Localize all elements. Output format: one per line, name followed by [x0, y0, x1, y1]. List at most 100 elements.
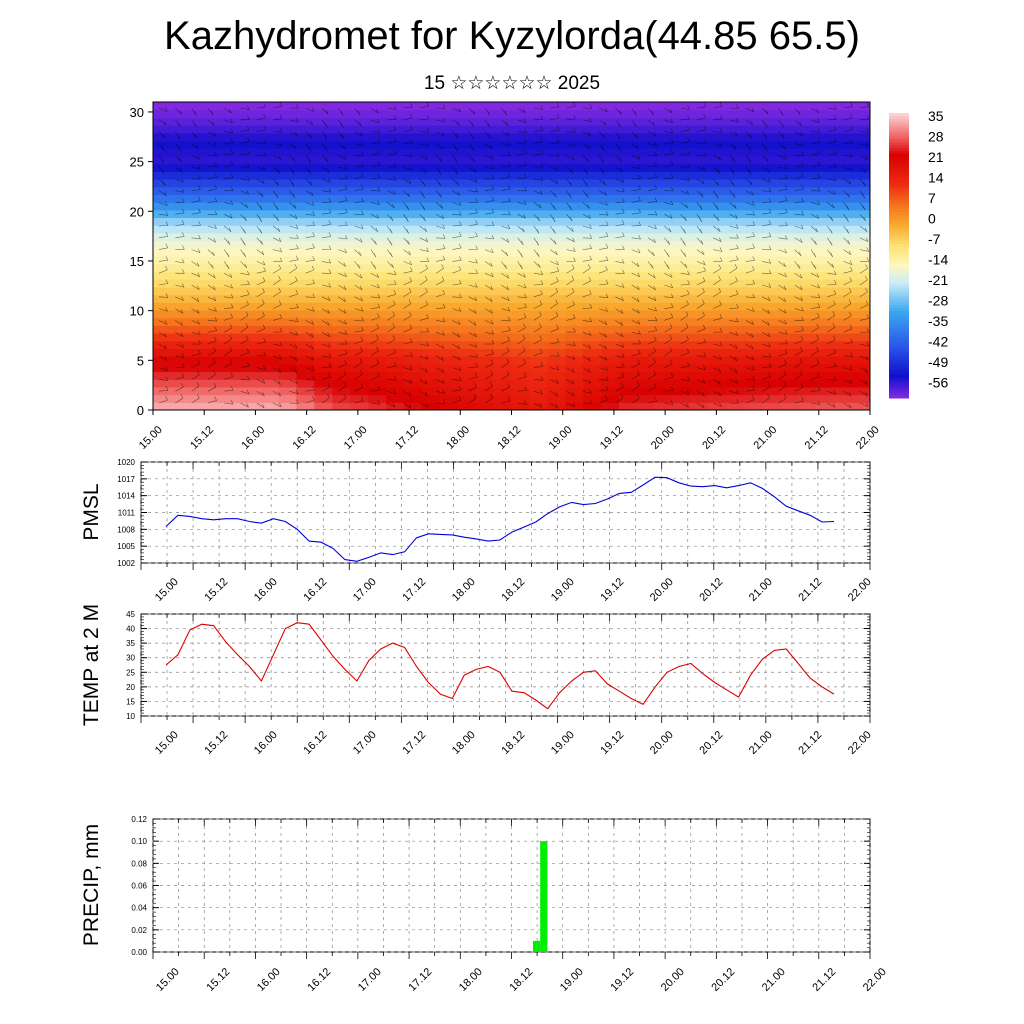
heatmap-cell — [744, 379, 764, 388]
heatmap-cell — [601, 371, 620, 380]
heatmap-cell — [529, 386, 548, 396]
heatmap-cell — [278, 179, 298, 188]
wind-barb-flag — [393, 376, 397, 381]
wind-barb-flag — [785, 339, 788, 344]
heatmap-cell — [475, 402, 495, 410]
heatmap-cell — [242, 109, 262, 118]
wind-barb-flag — [213, 285, 216, 291]
heatmap-cell — [493, 386, 513, 396]
wind-barb-flag — [327, 309, 330, 314]
wind-barb-flag — [292, 182, 295, 187]
wind-barb — [191, 284, 200, 290]
wind-barb — [468, 397, 477, 404]
wind-barb — [452, 355, 461, 361]
wind-barb-flag — [801, 316, 804, 321]
heatmap-cell — [834, 109, 853, 118]
colorbar-cell — [889, 313, 909, 318]
heatmap-cell — [457, 248, 477, 257]
wind-barb-flag — [602, 134, 606, 139]
wind-barb — [403, 367, 413, 371]
heatmap-cell — [386, 202, 405, 211]
heatmap-cell — [421, 356, 441, 365]
heatmap-cell — [314, 263, 333, 272]
wind-barb — [761, 343, 771, 348]
colorbar-label: 0 — [928, 211, 936, 227]
wind-barb-flag — [490, 285, 493, 290]
heatmap-cell — [170, 171, 190, 180]
wind-barb-flag — [670, 303, 674, 308]
heatmap-cell — [583, 271, 602, 280]
heatmap-cell — [278, 363, 298, 373]
wind-barb-flag — [716, 181, 719, 187]
heatmap-cell — [798, 356, 817, 365]
y-tick-label: 0.02 — [131, 926, 147, 935]
heatmap-cell — [403, 294, 423, 303]
wind-barb — [794, 143, 804, 147]
heatmap-cell — [798, 279, 817, 288]
heatmap-cell — [368, 225, 387, 234]
wind-barb-flag — [620, 168, 623, 173]
heatmap-cell — [296, 279, 315, 288]
heatmap-cell — [672, 286, 692, 296]
heatmap-cell — [350, 286, 369, 296]
heatmap-cell — [278, 194, 298, 203]
heatmap-cell — [762, 317, 781, 326]
wind-barb-flag — [670, 359, 673, 364]
heatmap-cell — [601, 271, 620, 280]
wind-barb-flag — [865, 237, 869, 242]
wind-barb — [729, 190, 736, 198]
colorbar-cell — [889, 130, 909, 134]
heatmap-cell — [690, 394, 710, 403]
heatmap-cell — [744, 163, 764, 172]
wind-barb — [598, 355, 608, 361]
heatmap-cell — [332, 117, 351, 126]
wind-barb — [827, 141, 837, 144]
wind-barb-flag — [344, 208, 348, 213]
colorbar-cell — [889, 240, 909, 245]
heatmap-cell — [457, 148, 477, 157]
wind-barb — [272, 237, 282, 243]
wind-barb-flag — [751, 395, 755, 400]
heatmap-cell — [314, 371, 333, 380]
y-tick-label: 1002 — [117, 559, 135, 568]
heatmap-cell — [296, 263, 315, 272]
heatmap-cell — [547, 309, 566, 319]
wind-barb — [729, 320, 739, 323]
heatmap-cell — [242, 140, 262, 149]
heatmap-cell — [511, 271, 531, 280]
wind-barb-flag — [703, 152, 707, 157]
wind-barb — [273, 249, 282, 252]
wind-barb-flag — [735, 214, 738, 219]
wind-barb-flag — [214, 184, 217, 190]
heatmap-cell — [744, 256, 764, 265]
heatmap-cell — [457, 394, 477, 403]
heatmap-cell — [654, 386, 674, 396]
heatmap-cell — [601, 179, 620, 188]
wind-barb-flag — [653, 370, 656, 375]
wind-barb-flag — [620, 332, 624, 337]
heatmap-cell — [421, 102, 441, 111]
wind-barb — [305, 131, 312, 139]
wind-barb — [680, 390, 690, 395]
heatmap-cell — [260, 256, 280, 265]
wind-barb — [403, 390, 412, 397]
wind-barb-flag — [589, 224, 592, 229]
heatmap-cell — [529, 102, 548, 111]
wind-barb-flag — [181, 208, 185, 214]
heatmap-cell — [224, 371, 244, 380]
heatmap-cell — [726, 286, 746, 296]
y-tick-label: 0.08 — [131, 859, 147, 868]
wind-barb-flag — [180, 321, 183, 326]
wind-barb-flag — [620, 321, 624, 326]
x-tick-label: 15.12 — [188, 424, 216, 452]
wind-barb-flag — [846, 229, 850, 234]
heatmap-cell — [672, 163, 692, 172]
wind-barb-flag — [409, 260, 413, 266]
wind-barb-flag — [587, 204, 590, 209]
heatmap-cell — [386, 179, 405, 188]
wind-barb-flag — [523, 283, 527, 289]
wind-barb — [794, 272, 803, 279]
x-tick-label: 15.00 — [137, 424, 165, 452]
heatmap-cell — [260, 179, 280, 188]
